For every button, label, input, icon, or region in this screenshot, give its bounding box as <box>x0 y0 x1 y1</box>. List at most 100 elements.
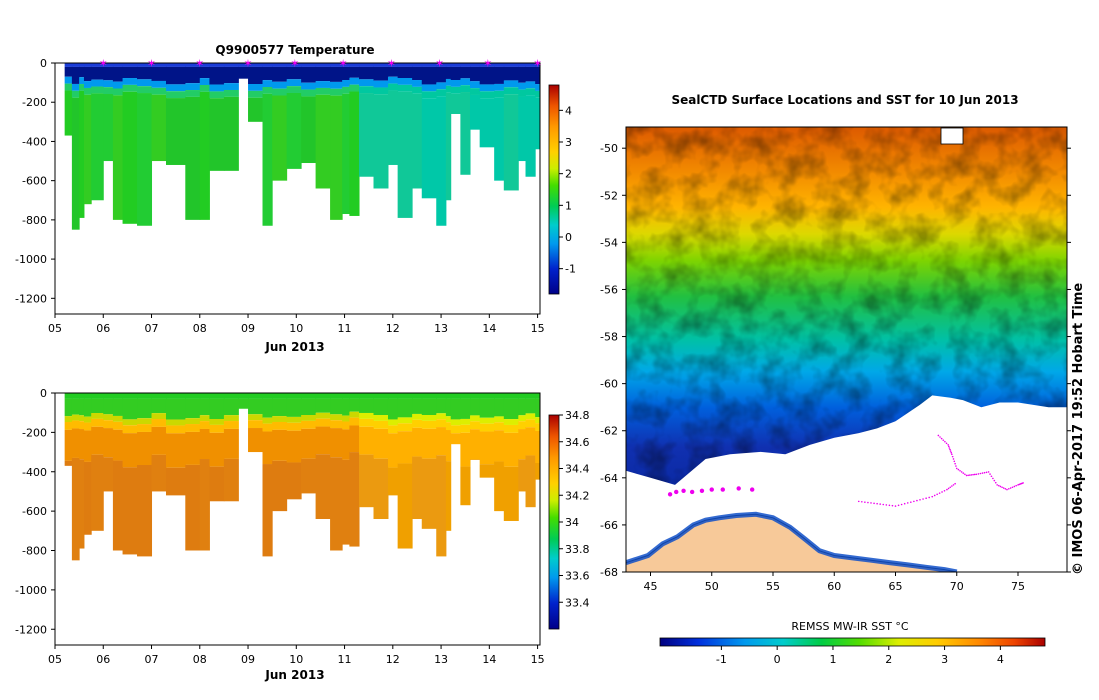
section-cell <box>112 415 124 422</box>
section-cell <box>223 393 239 399</box>
track-point <box>947 444 949 446</box>
colorbar-tick-label: 34.8 <box>565 409 590 422</box>
x-tick-label: 14 <box>482 653 496 666</box>
section-cell <box>503 398 519 420</box>
section-cell <box>397 417 413 424</box>
section-cell <box>330 63 343 67</box>
section-cell <box>112 460 124 551</box>
section-cell <box>460 432 471 467</box>
colorbar-tick-label: 34.4 <box>565 463 590 476</box>
coastal-sst-band <box>626 511 958 572</box>
temperature-cells <box>64 63 540 230</box>
track-point <box>1009 487 1012 489</box>
y-tick-label: -400 <box>22 135 47 148</box>
track-point <box>962 472 965 474</box>
section-cell <box>301 428 317 459</box>
section-cell <box>223 415 239 422</box>
section-cell <box>525 393 536 399</box>
y-tick-label: -800 <box>22 545 47 558</box>
section-cell <box>238 393 249 399</box>
section-cell <box>79 421 85 430</box>
section-cell <box>342 459 350 545</box>
track-point <box>888 504 891 507</box>
section-cell <box>373 66 389 81</box>
section-cell <box>286 422 302 431</box>
section-cell <box>122 393 138 399</box>
section-cell <box>286 416 302 423</box>
lon-tick-label: 75 <box>1011 580 1025 593</box>
surface-marker: ✶ <box>483 57 492 70</box>
section-cell <box>83 87 92 95</box>
section-cell <box>79 415 85 422</box>
surface-marker: ✶ <box>195 57 204 70</box>
section-cell <box>272 460 288 512</box>
section-cell <box>397 77 413 85</box>
section-cell <box>112 66 124 82</box>
track-point <box>876 502 878 505</box>
section-cell <box>450 86 461 94</box>
y-tick-label: 0 <box>40 387 47 400</box>
section-cell <box>518 66 527 83</box>
section-cell <box>71 428 80 458</box>
section-cell <box>342 421 350 430</box>
lat-tick-label: -64 <box>600 472 618 485</box>
section-cell <box>412 86 423 94</box>
section-cell <box>64 90 73 136</box>
section-cell <box>421 84 437 92</box>
section-cell <box>71 393 80 399</box>
seal-location <box>681 488 686 493</box>
section-cell <box>349 417 360 426</box>
section-cell <box>122 398 138 420</box>
section-cell <box>470 393 481 399</box>
section-cell <box>479 66 495 85</box>
section-cell <box>122 78 138 85</box>
track-point <box>959 469 961 472</box>
section-cell <box>359 454 375 508</box>
section-cell <box>223 421 239 429</box>
seal-location <box>749 487 755 492</box>
section-cell <box>525 398 536 414</box>
section-cell <box>525 95 536 177</box>
section-cell <box>209 84 225 92</box>
surface-marker: ✶ <box>338 57 347 70</box>
seal-location <box>709 487 714 492</box>
section-cell <box>103 414 114 421</box>
section-cell <box>272 398 288 417</box>
section-cell <box>248 63 264 67</box>
section-cell <box>342 93 350 214</box>
section-cell <box>445 461 452 531</box>
track-point <box>925 497 927 500</box>
salinity-cells <box>64 393 540 561</box>
track-point <box>879 503 881 505</box>
section-cell <box>373 63 389 67</box>
track-point <box>945 442 948 445</box>
section-cell <box>209 98 225 171</box>
track-point <box>955 465 957 467</box>
section-cell <box>535 398 540 418</box>
section-cell <box>349 425 360 453</box>
section-cell <box>165 425 186 434</box>
section-cell <box>286 430 302 463</box>
section-cell <box>209 63 225 67</box>
section-cell <box>373 428 389 459</box>
section-cell <box>248 66 264 84</box>
section-cell <box>330 428 343 458</box>
section-cell <box>494 83 505 91</box>
track-point <box>867 501 869 504</box>
section-cell <box>112 398 124 416</box>
section-cell <box>122 84 138 92</box>
section-cell <box>272 95 288 181</box>
track-point <box>973 473 976 476</box>
sst-colorbar-tick-label: 0 <box>774 653 781 666</box>
section-cell <box>71 398 80 415</box>
section-cell <box>79 459 85 549</box>
track-point <box>894 505 897 507</box>
salinity-axes: 0 -200 -400 -600 -800 -1000 -1200 05 06 07 08 09 10 1… <box>15 387 545 666</box>
section-cell <box>421 428 437 459</box>
colorbar-tick-label: 4 <box>565 104 572 117</box>
surface-markers: ✶ ✶ ✶ ✶ ✶ ✶ ✶ ✶ ✶ ✶ <box>99 57 543 70</box>
section-cell <box>248 420 264 429</box>
section-cell <box>387 425 399 434</box>
section-cell <box>494 63 505 67</box>
